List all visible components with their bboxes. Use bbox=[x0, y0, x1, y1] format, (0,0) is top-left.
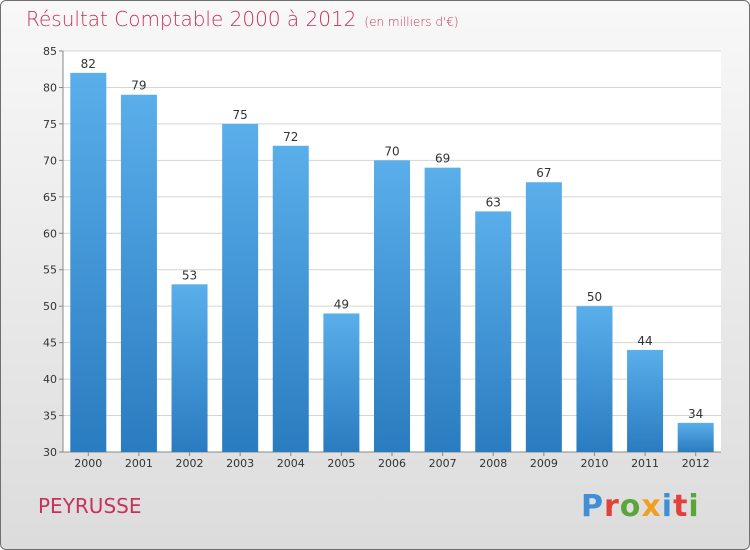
y-tick-label: 65 bbox=[43, 191, 57, 204]
bar bbox=[627, 349, 664, 452]
y-tick-label: 35 bbox=[43, 410, 57, 423]
x-tick-label: 2008 bbox=[479, 457, 507, 470]
bar-value-label: 67 bbox=[536, 166, 551, 180]
bar-value-label: 79 bbox=[131, 79, 146, 93]
logo-letter: t bbox=[673, 489, 689, 524]
x-tick-label: 2011 bbox=[631, 457, 659, 470]
bar bbox=[374, 160, 410, 452]
title-unit: (en milliers d'€) bbox=[364, 15, 459, 29]
bar-value-label: 82 bbox=[81, 57, 96, 71]
logo-letter: i bbox=[661, 489, 674, 524]
y-tick-label: 60 bbox=[43, 227, 57, 240]
bar-value-label: 53 bbox=[182, 268, 197, 282]
bar-value-label: 70 bbox=[384, 144, 399, 158]
title-main: Résultat Comptable 2000 à 2012 bbox=[26, 7, 357, 31]
x-tick-label: 2005 bbox=[327, 457, 355, 470]
bar bbox=[576, 306, 613, 452]
y-tick-label: 50 bbox=[43, 300, 57, 313]
bar bbox=[120, 94, 157, 452]
bar bbox=[475, 211, 512, 452]
bar-value-label: 69 bbox=[435, 152, 450, 166]
bar bbox=[424, 167, 461, 452]
y-tick-label: 85 bbox=[43, 45, 57, 58]
x-tick-label: 2004 bbox=[277, 457, 305, 470]
bar-value-label: 50 bbox=[587, 290, 602, 304]
logo-letter: i bbox=[688, 489, 700, 524]
y-tick-label: 55 bbox=[43, 264, 57, 277]
x-tick-label: 2006 bbox=[378, 457, 406, 470]
logo-letter: P bbox=[581, 489, 604, 524]
logo-letter: o bbox=[619, 489, 642, 524]
bar bbox=[525, 182, 562, 452]
bar-value-label: 63 bbox=[486, 195, 501, 209]
y-tick-label: 70 bbox=[43, 154, 57, 167]
x-tick-label: 2007 bbox=[429, 457, 457, 470]
y-tick-label: 80 bbox=[43, 81, 57, 94]
logo-letter: r bbox=[604, 489, 620, 524]
bar bbox=[272, 145, 309, 453]
logo-letter: x bbox=[641, 489, 662, 524]
x-tick-label: 2012 bbox=[682, 457, 710, 470]
bar bbox=[323, 313, 360, 452]
location-name: PEYRUSSE bbox=[38, 494, 142, 518]
y-tick-label: 75 bbox=[43, 118, 57, 131]
bar-value-label: 49 bbox=[334, 297, 349, 311]
y-tick-label: 40 bbox=[43, 373, 57, 386]
bar-value-label: 34 bbox=[688, 407, 703, 421]
bar-value-label: 72 bbox=[283, 130, 298, 144]
x-tick-label: 2002 bbox=[176, 457, 204, 470]
bar-value-label: 75 bbox=[233, 108, 248, 122]
bar-value-label: 44 bbox=[637, 334, 652, 348]
proxiti-logo: Proxiti bbox=[581, 489, 700, 524]
y-tick-label: 30 bbox=[43, 446, 57, 459]
x-tick-label: 2001 bbox=[125, 457, 153, 470]
x-tick-label: 2000 bbox=[74, 457, 102, 470]
chart-title: Résultat Comptable 2000 à 2012 (en millie… bbox=[26, 7, 459, 31]
x-tick-label: 2003 bbox=[226, 457, 254, 470]
x-tick-label: 2009 bbox=[530, 457, 558, 470]
x-tick-label: 2010 bbox=[580, 457, 608, 470]
bar bbox=[171, 284, 208, 452]
y-tick-label: 45 bbox=[43, 337, 57, 350]
bar bbox=[222, 123, 259, 452]
bar bbox=[70, 72, 107, 452]
bar bbox=[677, 422, 714, 452]
